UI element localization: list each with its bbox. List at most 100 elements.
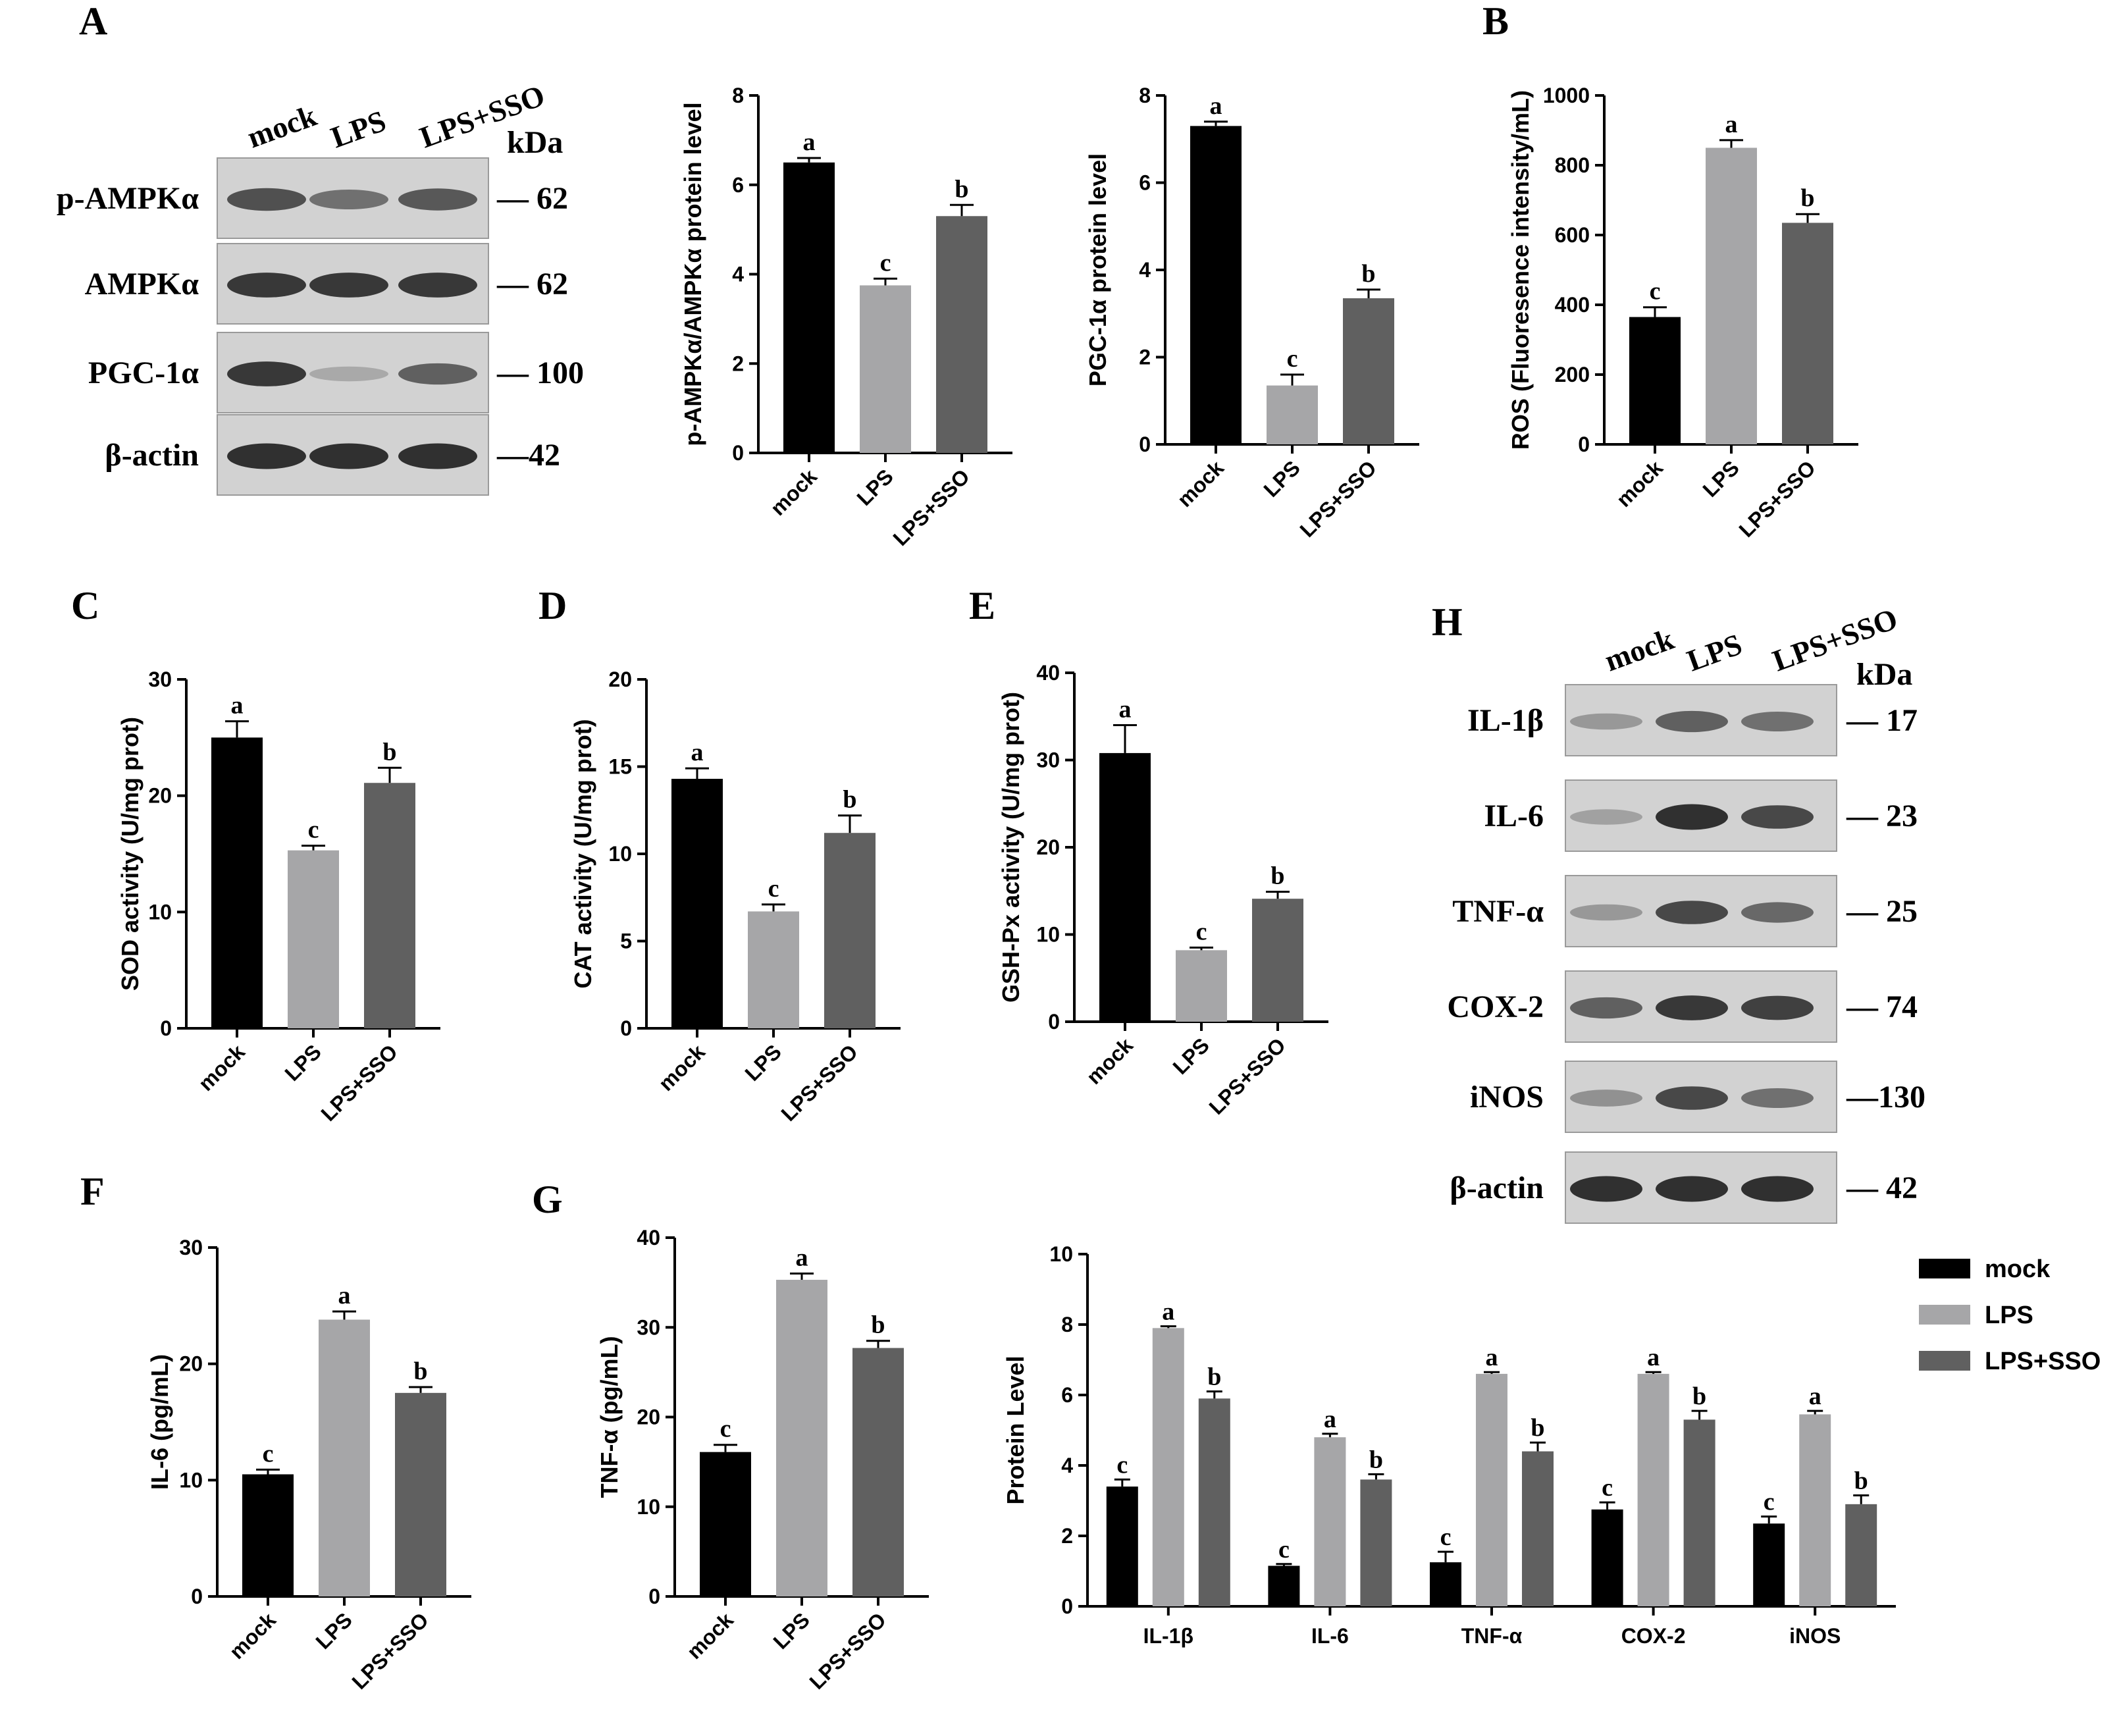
legend-label-lps-sso: LPS+SSO: [1985, 1348, 2101, 1375]
significance-letter-lps: a: [338, 1282, 351, 1309]
y-axis-label: Protein Level: [1002, 1355, 1029, 1504]
y-tick-label: 0: [160, 1016, 172, 1040]
blot-band-tnf-1: [1656, 901, 1728, 924]
y-axis-label: p-AMPKα/AMPKα protein level: [679, 102, 706, 446]
bar-mock: [1629, 317, 1681, 444]
y-tick-label: 0: [1048, 1010, 1060, 1034]
significance-letter-mock: c: [263, 1440, 274, 1467]
bar-lps: [1267, 385, 1318, 444]
panel-letter-c: C: [71, 584, 99, 627]
bar-inos-lps: [1799, 1414, 1831, 1606]
kda-value-inos: —130: [1846, 1080, 1925, 1115]
significance-letter-mock: c: [720, 1415, 731, 1443]
bar-mock: [700, 1452, 751, 1596]
kda-header: kDa: [507, 125, 563, 160]
blot-band-cox-2-2: [1741, 995, 1814, 1020]
y-tick-label: 30: [148, 668, 172, 691]
significance-letter-lps-sso: b: [871, 1311, 885, 1339]
y-tick-label: 8: [732, 84, 744, 107]
blot-band-ampk-0: [227, 273, 306, 298]
y-axis-label: CAT activity (U/mg prot): [569, 719, 596, 988]
bar-il-1-lps: [1152, 1328, 1184, 1606]
panel-letter-b: B: [1482, 0, 1509, 43]
bar-mock: [211, 737, 263, 1028]
blot-band-p-ampk-1: [309, 189, 388, 210]
blot-band-il-1-1: [1656, 710, 1728, 733]
significance-letter-il-1-lps: a: [1162, 1298, 1174, 1326]
y-tick-label: 10: [608, 842, 632, 866]
y-tick-label: 10: [637, 1495, 660, 1519]
bar-lps-sso: [936, 216, 987, 453]
kda-value-actin: — 42: [1846, 1170, 1918, 1205]
blot-band-inos-0: [1570, 1090, 1642, 1107]
significance-letter-lps: a: [796, 1244, 808, 1272]
bar-cox-2-lps-sso: [1683, 1419, 1715, 1606]
significance-letter-inos-lps: a: [1809, 1382, 1821, 1410]
y-tick-label: 400: [1555, 293, 1590, 317]
bar-lps: [1176, 950, 1227, 1022]
bar-lps-sso: [1343, 298, 1394, 444]
y-tick-label: 4: [732, 263, 744, 286]
y-axis-label: GSH-Px activity (U/mg prot): [997, 692, 1024, 1003]
y-tick-label: 40: [637, 1226, 660, 1249]
y-tick-label: 2: [1139, 346, 1151, 369]
bar-il-6-lps-sso: [1360, 1479, 1392, 1606]
significance-letter-il-6-mock: c: [1278, 1536, 1290, 1564]
y-tick-label: 10: [1036, 923, 1060, 947]
y-tick-label: 4: [1139, 258, 1151, 282]
bar-tnf-lps: [1476, 1373, 1507, 1606]
y-tick-label: 20: [179, 1352, 203, 1376]
panel-letter-e: E: [969, 584, 995, 627]
blot-band-inos-1: [1656, 1086, 1728, 1110]
bar-inos-mock: [1753, 1523, 1785, 1606]
y-tick-label: 0: [191, 1585, 203, 1608]
blot-label-actin: β-actin: [1450, 1170, 1544, 1205]
significance-letter-lps-sso: b: [1361, 260, 1375, 288]
y-tick-label: 30: [179, 1236, 203, 1259]
blot-label-il-6: IL-6: [1484, 799, 1544, 833]
blot-band-ampk-2: [398, 273, 477, 298]
y-tick-label: 8: [1139, 84, 1151, 107]
blot-label-il-1: IL-1β: [1467, 703, 1544, 738]
kda-value-p-ampk: — 62: [496, 181, 568, 216]
blot-band-p-ampk-2: [398, 188, 477, 211]
bar-lps: [1706, 147, 1757, 444]
significance-letter-lps-sso: b: [955, 175, 968, 203]
y-tick-label: 10: [148, 900, 172, 924]
y-tick-label: 0: [1061, 1594, 1073, 1618]
significance-letter-lps: c: [308, 816, 319, 844]
significance-letter-mock: a: [803, 128, 816, 156]
y-tick-label: 20: [148, 784, 172, 808]
y-axis-label: PGC-1α protein level: [1084, 153, 1111, 386]
bar-mock: [1099, 752, 1151, 1022]
bar-lps: [319, 1319, 370, 1596]
y-tick-label: 0: [1139, 433, 1151, 456]
kda-value-il-6: — 23: [1846, 799, 1918, 833]
bar-mock: [1190, 126, 1242, 444]
significance-letter-mock: a: [1210, 92, 1222, 120]
bar-lps-sso: [395, 1392, 446, 1596]
blot-band-actin-2: [398, 443, 477, 469]
blot-label-ampk: AMPKα: [85, 267, 199, 302]
bar-lps: [288, 850, 339, 1028]
significance-letter-lps: c: [880, 249, 891, 276]
significance-letter-lps-sso: b: [1800, 184, 1814, 212]
panel-letter-f: F: [80, 1170, 105, 1213]
y-tick-label: 0: [620, 1016, 632, 1040]
blot-band-p-ampk-0: [227, 188, 306, 211]
blot-band-inos-2: [1741, 1088, 1814, 1109]
y-tick-label: 6: [732, 173, 744, 197]
y-tick-label: 6: [1061, 1383, 1073, 1407]
significance-letter-mock: a: [1119, 696, 1132, 723]
kda-value-cox-2: — 74: [1846, 989, 1918, 1024]
y-tick-label: 600: [1555, 223, 1590, 247]
significance-letter-mock: a: [691, 739, 704, 766]
y-tick-label: 1000: [1543, 84, 1590, 107]
blot-label-inos: iNOS: [1470, 1080, 1544, 1115]
significance-letter-il-1-mock: c: [1116, 1451, 1128, 1479]
bar-il-1-lps-sso: [1198, 1398, 1230, 1606]
panel-letter-d: D: [538, 584, 567, 627]
